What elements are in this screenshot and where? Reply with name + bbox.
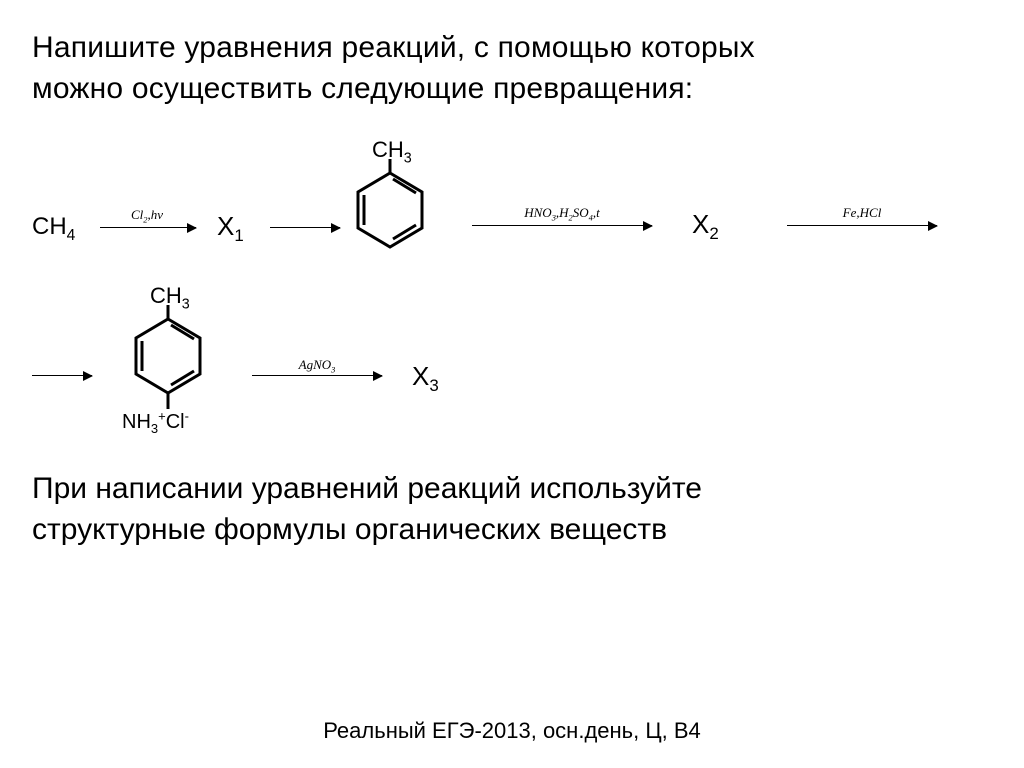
x3-sub: 3 (429, 376, 438, 395)
problem-headline: Напишите уравнения реакций, с помощью ко… (32, 28, 992, 109)
cl: Cl (166, 411, 185, 433)
formula-ch4: CH4 (32, 213, 75, 241)
r3d: ,t (593, 205, 600, 220)
r3b: ,H (556, 205, 569, 220)
nh: NH (122, 411, 151, 433)
r5: AgNO (299, 357, 332, 372)
x1-sub: 1 (234, 226, 243, 245)
arrow-3 (472, 225, 652, 226)
instructions: При написании уравнений реакций использу… (32, 469, 992, 550)
instr-line2: структурные формулы органических веществ (32, 513, 667, 546)
source-text: Реальный ЕГЭ-2013, осн.день, Ц, В4 (323, 718, 701, 743)
arrow-2 (270, 227, 340, 228)
ptol-nh3cl: NH3+Cl- (122, 411, 189, 434)
arrow-4 (787, 225, 937, 226)
r4: Fe,HCl (843, 205, 882, 220)
reagent-fe-hcl: Fe,HCl (802, 205, 922, 221)
reagent-hno3-h2so4: HNO3,H2SO4,t (477, 205, 647, 221)
nh-sub: 3 (151, 421, 158, 436)
headline-line1: Напишите уравнения реакций, с помощью ко… (32, 31, 755, 64)
r1b: ,hν (147, 207, 163, 222)
reagent-agno3: AgNO3 (267, 357, 367, 373)
r5-sub: 3 (331, 365, 335, 375)
r3c: SO (573, 205, 589, 220)
reaction-scheme: CH4 Cl2,hν X1 CH3 HNO3,H2SO4,t X2 Fe,HCl (32, 143, 992, 463)
headline-line2: можно осуществить следующие превращения: (32, 72, 693, 105)
instr-line1: При написании уравнений реакций использу… (32, 472, 702, 505)
reagent-cl2-hv: Cl2,hν (107, 207, 187, 223)
x1: X1 (217, 211, 244, 242)
source-citation: Реальный ЕГЭ-2013, осн.день, Ц, В4 (0, 718, 1024, 744)
arrow-6 (252, 375, 382, 376)
arrow-5-lead (32, 375, 92, 376)
x2-text: X (692, 209, 709, 239)
x2-sub: 2 (709, 224, 718, 243)
cl-sup: - (185, 408, 189, 423)
nh-sup: + (158, 408, 166, 423)
x3-text: X (412, 361, 429, 391)
ptoluidine-ring (128, 305, 208, 421)
r3a: HNO (524, 205, 551, 220)
x3: X3 (412, 361, 439, 392)
toluene-ring (350, 159, 430, 255)
ch4-sub: 4 (67, 227, 76, 244)
r1a: Cl (131, 207, 143, 222)
x2: X2 (692, 209, 719, 240)
x1-text: X (217, 211, 234, 241)
ch4-text: CH (32, 213, 67, 240)
arrow-1 (100, 227, 196, 228)
